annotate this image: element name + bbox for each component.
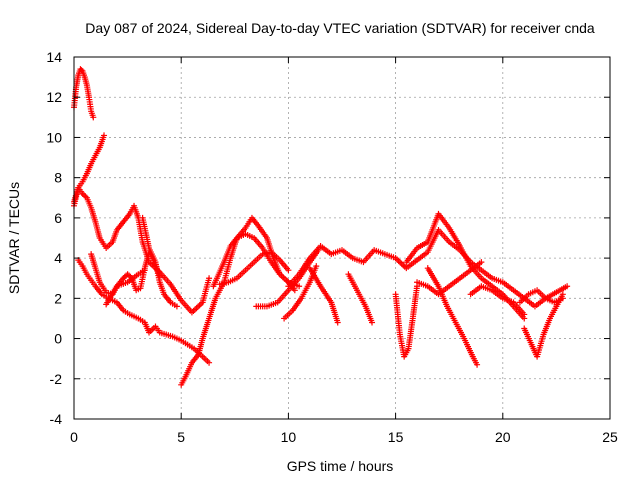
y-tick-labels: -4 -2 0 2 4 6 8 10 12 14 bbox=[46, 49, 62, 427]
series-track-r bbox=[424, 265, 481, 368]
series-track-j bbox=[216, 249, 292, 288]
data-point bbox=[559, 295, 566, 302]
y-tick-label: 12 bbox=[46, 89, 62, 105]
data-point bbox=[564, 283, 571, 290]
x-tick-label: 10 bbox=[281, 429, 297, 445]
data-marks bbox=[71, 66, 571, 388]
y-tick-label: 4 bbox=[54, 250, 62, 266]
series-track-n bbox=[306, 265, 341, 326]
series-track-a bbox=[71, 66, 97, 121]
y-tick-label: 0 bbox=[54, 331, 62, 347]
y-tick-label: 14 bbox=[46, 49, 62, 65]
x-tick-label: 0 bbox=[70, 429, 78, 445]
x-tick-label: 20 bbox=[495, 429, 511, 445]
chart-title: Day 087 of 2024, Sidereal Day-to-day VTE… bbox=[85, 20, 595, 36]
x-tick-label: 15 bbox=[388, 429, 404, 445]
y-tick-label: 6 bbox=[54, 210, 62, 226]
y-tick-label: -4 bbox=[50, 411, 63, 427]
data-point bbox=[521, 311, 528, 318]
data-point bbox=[78, 67, 85, 74]
data-point bbox=[141, 267, 148, 274]
data-point bbox=[296, 283, 303, 290]
series-track-f bbox=[103, 267, 148, 308]
series-track-u bbox=[521, 291, 566, 360]
series-track-q bbox=[403, 210, 528, 322]
series-track-h bbox=[178, 214, 298, 388]
y-tick-label: 10 bbox=[46, 129, 62, 145]
y-tick-label: -2 bbox=[50, 371, 63, 387]
axis-ticks bbox=[73, 56, 611, 420]
data-point bbox=[474, 361, 481, 368]
series-track-s bbox=[414, 259, 485, 298]
series-track-v bbox=[516, 287, 566, 306]
data-point bbox=[173, 303, 180, 310]
plot-frame bbox=[73, 56, 611, 420]
data-point bbox=[369, 319, 376, 326]
y-tick-label: 8 bbox=[54, 170, 62, 186]
data-point bbox=[206, 275, 213, 282]
data-point bbox=[90, 114, 97, 121]
x-tick-label: 25 bbox=[602, 429, 618, 445]
data-point bbox=[206, 359, 213, 366]
series-track-c bbox=[71, 184, 213, 316]
series-track-g bbox=[139, 214, 180, 310]
x-axis-title: GPS time / hours bbox=[287, 458, 394, 474]
data-point bbox=[291, 287, 298, 294]
data-point bbox=[313, 263, 320, 270]
series-track-p bbox=[392, 283, 421, 360]
x-tick-labels: 0 5 10 15 20 25 bbox=[70, 429, 618, 445]
data-point bbox=[285, 267, 292, 274]
data-point bbox=[101, 132, 108, 139]
series-track-t bbox=[467, 283, 528, 318]
y-axis-title: SDTVAR / TECUs bbox=[6, 182, 22, 294]
series-track-m bbox=[285, 226, 571, 310]
y-tick-label: 2 bbox=[54, 290, 62, 306]
data-point bbox=[334, 319, 341, 326]
data-point bbox=[478, 259, 485, 266]
x-tick-label: 5 bbox=[177, 429, 185, 445]
series-track-o bbox=[345, 271, 376, 326]
grid-lines bbox=[74, 57, 610, 419]
